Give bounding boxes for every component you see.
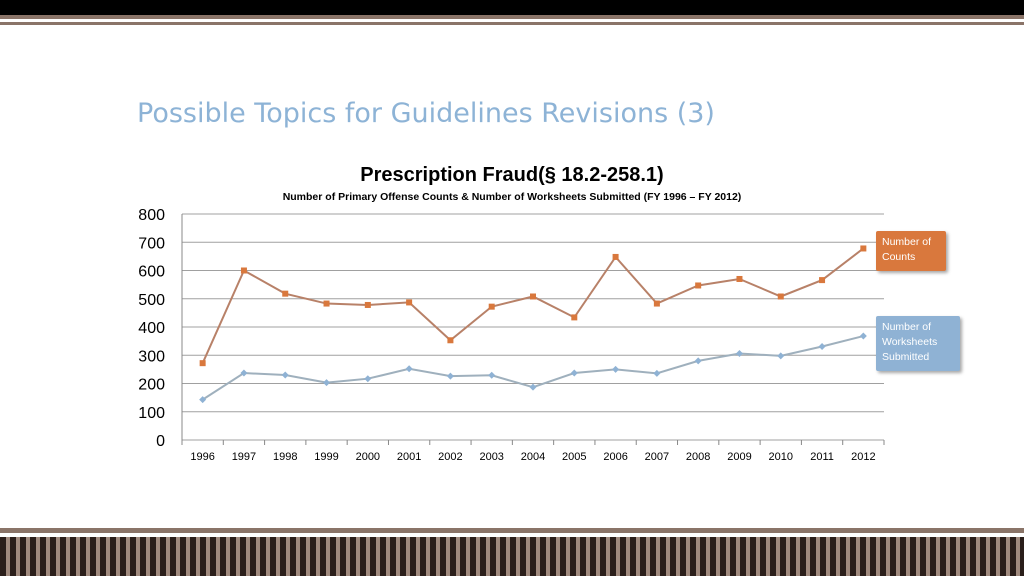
worksheets-point — [653, 369, 661, 377]
bottom-striped-border — [0, 537, 1024, 576]
series-line-counts — [201, 247, 864, 364]
x-tick-label: 1996 — [190, 451, 214, 463]
x-tick-label: 1998 — [273, 451, 297, 463]
x-tick-label: 1997 — [232, 451, 256, 463]
x-tick-label: 2001 — [397, 451, 421, 463]
counts-point — [653, 300, 660, 307]
counts-point — [364, 301, 371, 308]
x-tick-label: 2009 — [727, 451, 751, 463]
counts-point — [323, 300, 330, 307]
x-tick-label: 2003 — [479, 451, 503, 463]
worksheets-point — [612, 365, 620, 373]
worksheets-point — [323, 379, 331, 387]
x-tick-label: 2000 — [356, 451, 380, 463]
worksheets-point — [735, 350, 743, 358]
counts-point — [406, 299, 413, 306]
y-tick-label: 0 — [156, 433, 165, 450]
counts-point — [447, 337, 454, 344]
y-tick-label: 600 — [138, 264, 165, 281]
counts-point — [819, 277, 826, 284]
x-tick-label: 2002 — [438, 451, 462, 463]
worksheets-point — [405, 365, 413, 373]
x-tick-label: 2012 — [851, 451, 875, 463]
chart-title: Prescription Fraud(§ 18.2-258.1) — [360, 164, 664, 186]
worksheets-point — [570, 369, 578, 377]
y-tick-label: 800 — [138, 207, 165, 224]
top-border-line-thin — [0, 22, 1024, 25]
x-tick-label: 2010 — [769, 451, 793, 463]
worksheets-point — [859, 332, 867, 340]
x-tick-label: 2006 — [603, 451, 627, 463]
counts-point — [695, 282, 702, 289]
worksheets-point — [199, 396, 207, 404]
counts-point — [240, 267, 247, 274]
counts-point — [736, 275, 743, 282]
worksheets-point — [529, 383, 537, 391]
y-tick-label: 400 — [138, 320, 165, 337]
x-tick-label: 2008 — [686, 451, 710, 463]
y-tick-label: 200 — [138, 377, 165, 394]
bottom-border-line — [0, 528, 1024, 533]
counts-point — [530, 293, 536, 300]
y-tick-label: 700 — [138, 235, 165, 252]
worksheets-point — [281, 371, 289, 379]
counts-point — [282, 290, 289, 297]
x-tick-label: 2005 — [562, 451, 586, 463]
counts-point — [571, 314, 578, 321]
counts-point — [860, 245, 867, 252]
y-tick-label: 100 — [138, 405, 165, 422]
counts-point — [777, 293, 784, 300]
x-tick-label: 2004 — [521, 451, 545, 463]
legend-number-of-worksheets: Number of Worksheets Submitted — [876, 316, 960, 371]
worksheets-point — [694, 357, 702, 365]
counts-point — [612, 253, 619, 260]
counts-point — [199, 360, 206, 367]
counts-point — [488, 303, 495, 310]
x-tick-label: 1999 — [314, 451, 338, 463]
worksheets-point — [488, 371, 496, 379]
worksheets-point — [240, 369, 248, 377]
worksheets-point — [818, 342, 826, 350]
y-tick-label: 500 — [138, 292, 165, 309]
worksheets-point — [446, 372, 454, 380]
legend-number-of-counts: Number of Counts — [876, 231, 946, 271]
x-tick-label: 2011 — [810, 451, 834, 463]
x-tick-label: 2007 — [645, 451, 669, 463]
worksheets-point — [777, 352, 785, 360]
top-border-line — [0, 15, 1024, 19]
worksheets-point — [364, 375, 372, 383]
top-border-bar — [0, 0, 1024, 15]
y-tick-label: 300 — [138, 348, 165, 365]
slide-title: Possible Topics for Guidelines Revisions… — [137, 98, 715, 129]
chart-subtitle: Number of Primary Offense Counts & Numbe… — [282, 191, 742, 203]
